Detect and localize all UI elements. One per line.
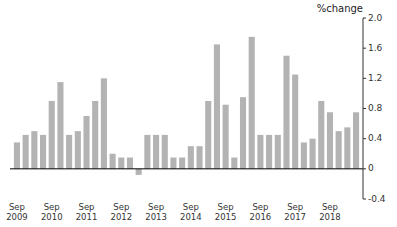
x-tick-label: Sep2014 [180, 202, 202, 222]
bar [205, 101, 211, 169]
bar [283, 56, 289, 169]
y-tick-label: 1.2 [368, 73, 382, 83]
y-tick-label: 1.6 [368, 43, 383, 53]
x-tick-label: Sep2012 [110, 202, 132, 222]
x-tick-label-line: 2014 [180, 212, 202, 222]
x-tick-label-line: Sep [44, 202, 60, 212]
x-tick-label: Sep2009 [6, 202, 28, 222]
bar [231, 158, 237, 169]
x-tick-label-line: Sep [78, 202, 94, 212]
bar [249, 37, 255, 169]
x-tick-label: Sep2018 [319, 202, 341, 222]
zero-line [10, 168, 363, 169]
x-tick-label: Sep2017 [284, 202, 306, 222]
bar [118, 158, 124, 169]
x-tick-label-line: Sep [183, 202, 199, 212]
y-tick-label: -0.4 [368, 194, 386, 204]
y-tick-label: 0 [368, 163, 374, 173]
bar [162, 135, 168, 169]
bar [310, 139, 316, 169]
x-tick-label-line: Sep [9, 202, 25, 212]
bar [92, 101, 98, 169]
x-tick-label: Sep2011 [76, 202, 98, 222]
bars [14, 37, 359, 175]
bar [301, 142, 307, 168]
x-tick-label-line: 2013 [145, 212, 167, 222]
bar [257, 135, 263, 169]
x-tick-label-line: Sep [322, 202, 338, 212]
bar [336, 131, 342, 169]
x-tick-label-line: 2010 [41, 212, 63, 222]
x-tick-label-line: 2018 [319, 212, 341, 222]
x-tick-label-line: Sep [218, 202, 234, 212]
bar [40, 135, 46, 169]
bar [318, 101, 324, 169]
y-tick-label: 0.4 [368, 133, 383, 143]
bar [136, 169, 142, 175]
bar [344, 127, 350, 168]
x-tick-label-line: 2012 [110, 212, 132, 222]
bar [66, 135, 72, 169]
bar [23, 135, 29, 169]
y-tick [363, 78, 366, 79]
x-tick-label-line: 2015 [215, 212, 237, 222]
bar [196, 146, 202, 169]
y-axis: -0.4 0 0.4 0.8 1.2 1.6 2.0 [363, 13, 386, 204]
x-tick-label: Sep2015 [215, 202, 237, 222]
x-tick-label: Sep2016 [250, 202, 272, 222]
x-tick-label-line: 2011 [76, 212, 98, 222]
x-tick-label-line: 2009 [6, 212, 28, 222]
bar [110, 154, 116, 169]
bar [275, 135, 281, 169]
bar [57, 82, 63, 169]
x-tick-label: Sep2010 [41, 202, 63, 222]
bar [327, 112, 333, 169]
y-tick-label: 0.8 [368, 103, 383, 113]
bar [127, 158, 133, 169]
y-tick [363, 48, 366, 49]
bar [49, 101, 55, 169]
bar [14, 142, 20, 168]
y-tick [363, 18, 366, 19]
x-tick-label-line: Sep [252, 202, 268, 212]
bar [214, 44, 220, 168]
bar [144, 135, 150, 169]
bar [223, 105, 229, 169]
x-tick-label-line: 2017 [284, 212, 306, 222]
y-tick-label: 2.0 [368, 13, 383, 23]
y-tick [363, 199, 366, 200]
bar [101, 78, 107, 169]
bar [170, 158, 176, 169]
bar [179, 158, 185, 169]
chart: -0.400.40.81.21.62.0Sep2009Sep2010Sep201… [0, 0, 397, 227]
bar [75, 131, 81, 169]
x-axis: Sep2009Sep2010Sep2011Sep2012Sep2013Sep20… [6, 202, 341, 222]
x-tick-label-line: Sep [287, 202, 303, 212]
bar [353, 112, 359, 169]
page: {"chart_data": {"type": "bar", "title": … [0, 0, 397, 227]
bar [153, 135, 159, 169]
title: %change [317, 3, 363, 14]
x-tick-label-line: Sep [113, 202, 129, 212]
bar [292, 75, 298, 169]
x-tick-label-line: 2016 [250, 212, 272, 222]
y-tick [363, 138, 366, 139]
bar [31, 131, 37, 169]
x-tick-label-line: Sep [148, 202, 164, 212]
y-tick [363, 108, 366, 109]
bar [188, 146, 194, 169]
x-tick-label: Sep2013 [145, 202, 167, 222]
bar [83, 116, 89, 169]
y-tick [363, 168, 366, 169]
bar [240, 97, 246, 169]
bar [266, 135, 272, 169]
